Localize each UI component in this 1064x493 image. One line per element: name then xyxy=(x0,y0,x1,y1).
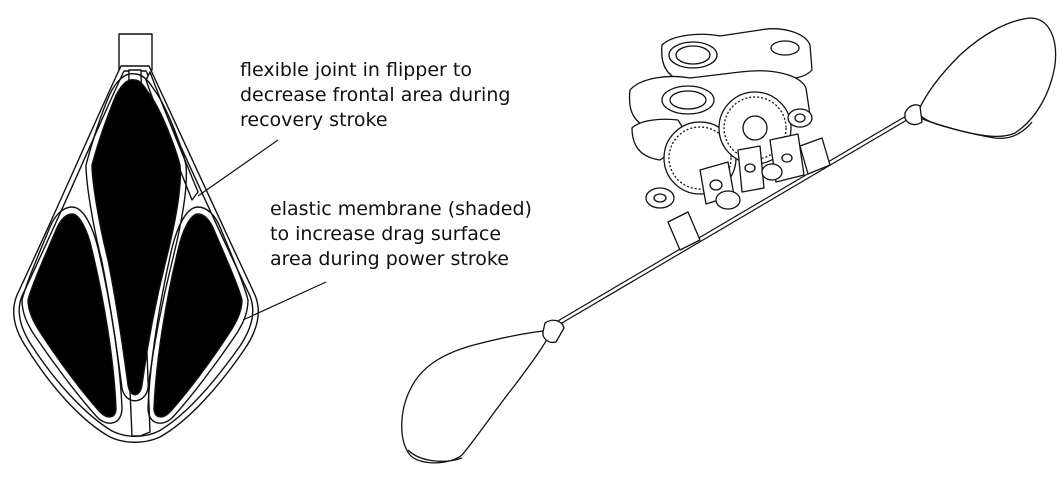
bearing-right-inner xyxy=(794,113,806,123)
paddle-upper xyxy=(917,17,1057,138)
paddle-lower xyxy=(401,329,553,464)
bearing-left-inner xyxy=(653,193,667,203)
housing-bore-mid xyxy=(661,85,715,115)
membrane-left-frame xyxy=(21,206,123,424)
annotation-flexible-joint: flexible joint in flipper to decrease fr… xyxy=(240,58,510,133)
annotation-elastic-membrane: elastic membrane (shaded) to increase dr… xyxy=(270,197,532,272)
flipper xyxy=(13,33,259,443)
crank-mid-hole xyxy=(744,163,756,173)
membrane-right-frame xyxy=(147,206,249,424)
housing-bore-top-right xyxy=(770,40,800,56)
paddle-upper-edge xyxy=(919,117,1033,140)
housing-bore-mid-inner xyxy=(669,90,707,110)
membrane-center-frame xyxy=(85,73,188,402)
gear-small-hub xyxy=(742,115,768,141)
link-upper xyxy=(799,137,831,175)
membrane-right xyxy=(153,213,243,418)
annotation-flexible-joint-line-3: recovery stroke xyxy=(240,109,388,131)
bearing-right xyxy=(787,108,813,128)
link-lower xyxy=(667,211,701,251)
leader-line-joint xyxy=(197,139,279,197)
crank-mid xyxy=(737,145,765,193)
leader-line-membrane xyxy=(242,281,327,321)
annotation-flexible-joint-line-1: flexible joint in flipper to xyxy=(240,59,472,81)
annotation-elastic-membrane-line-1: elastic membrane (shaded) xyxy=(270,198,532,220)
membrane-left xyxy=(27,213,117,418)
mechanism xyxy=(401,17,1057,464)
housing-bore-top-inner xyxy=(675,45,711,65)
housing-bore-top xyxy=(668,41,718,69)
bearing-center xyxy=(715,190,741,210)
crank-left-hole xyxy=(709,179,723,191)
gear-large-rim xyxy=(668,126,732,190)
paddle-lower-neck xyxy=(542,319,565,344)
membrane-center xyxy=(91,78,182,396)
annotation-elastic-membrane-line-2: to increase drag surface xyxy=(270,223,502,245)
flipper-stem xyxy=(118,33,153,71)
annotation-elastic-membrane-line-3: area during power stroke xyxy=(270,248,509,270)
bearing-left xyxy=(645,187,675,209)
crank-right-hole xyxy=(781,153,793,163)
bearing-center-2 xyxy=(761,163,783,181)
drive-rod-core xyxy=(552,111,916,328)
annotation-flexible-joint-line-2: decrease frontal area during xyxy=(240,84,511,106)
paddle-upper-neck xyxy=(904,104,923,126)
paddle-lower-edge xyxy=(407,449,463,462)
